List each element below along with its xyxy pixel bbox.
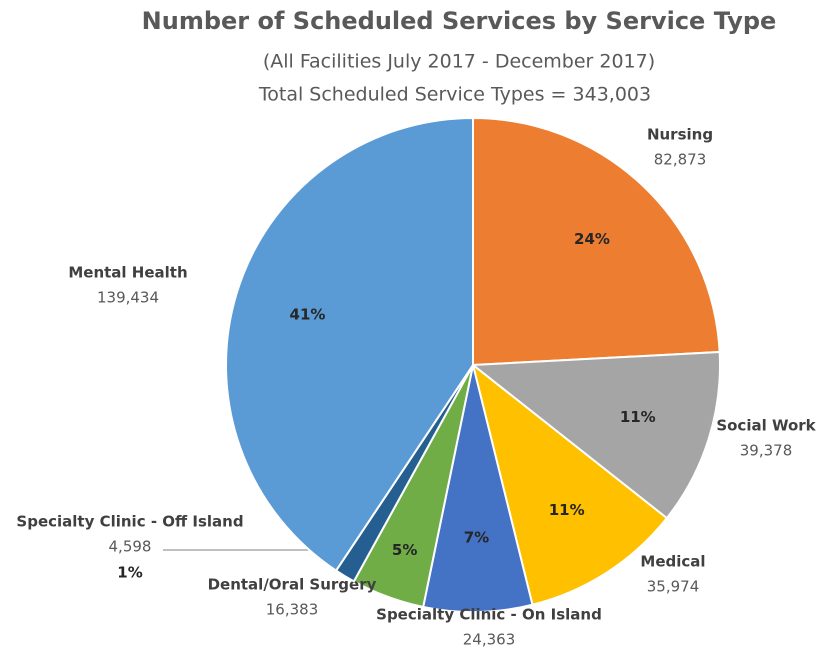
- slice-value: 4,598: [109, 538, 152, 556]
- slice-name: Dental/Oral Surgery: [208, 576, 377, 594]
- percent-label: 11%: [620, 408, 656, 426]
- percent-label: 11%: [549, 501, 585, 519]
- slice-name: Mental Health: [68, 264, 187, 282]
- slice-name: Social Work: [716, 417, 816, 435]
- slice-value: 139,434: [97, 289, 159, 307]
- slice-name: Specialty Clinic - On Island: [376, 606, 602, 624]
- total-label: Total Scheduled Service Types = 343,003: [258, 84, 651, 106]
- slice-value: 39,378: [740, 442, 793, 460]
- chart-subtitle: (All Facilities July 2017 - December 201…: [263, 51, 655, 73]
- slice-value: 35,974: [647, 578, 700, 596]
- pie-slice: [471, 362, 669, 606]
- percent-label: 5%: [392, 541, 417, 559]
- slice-value: 16,383: [266, 601, 319, 619]
- slice-name: Nursing: [647, 126, 713, 144]
- pie-slice: [472, 116, 721, 367]
- percent-label: 24%: [574, 230, 610, 248]
- percent-label: 1%: [117, 564, 142, 582]
- pie-slice: [422, 364, 534, 613]
- slice-value: 24,363: [463, 631, 516, 649]
- pie-slice: [470, 350, 721, 520]
- slice-name: Specialty Clinic - Off Island: [16, 513, 243, 531]
- chart-title: Number of Scheduled Services by Service …: [142, 7, 777, 35]
- slice-value: 82,873: [654, 151, 707, 169]
- slice-name: Medical: [640, 553, 705, 571]
- percent-label: 7%: [464, 528, 489, 546]
- pie-slice: [225, 116, 474, 572]
- percent-label: 41%: [290, 305, 326, 323]
